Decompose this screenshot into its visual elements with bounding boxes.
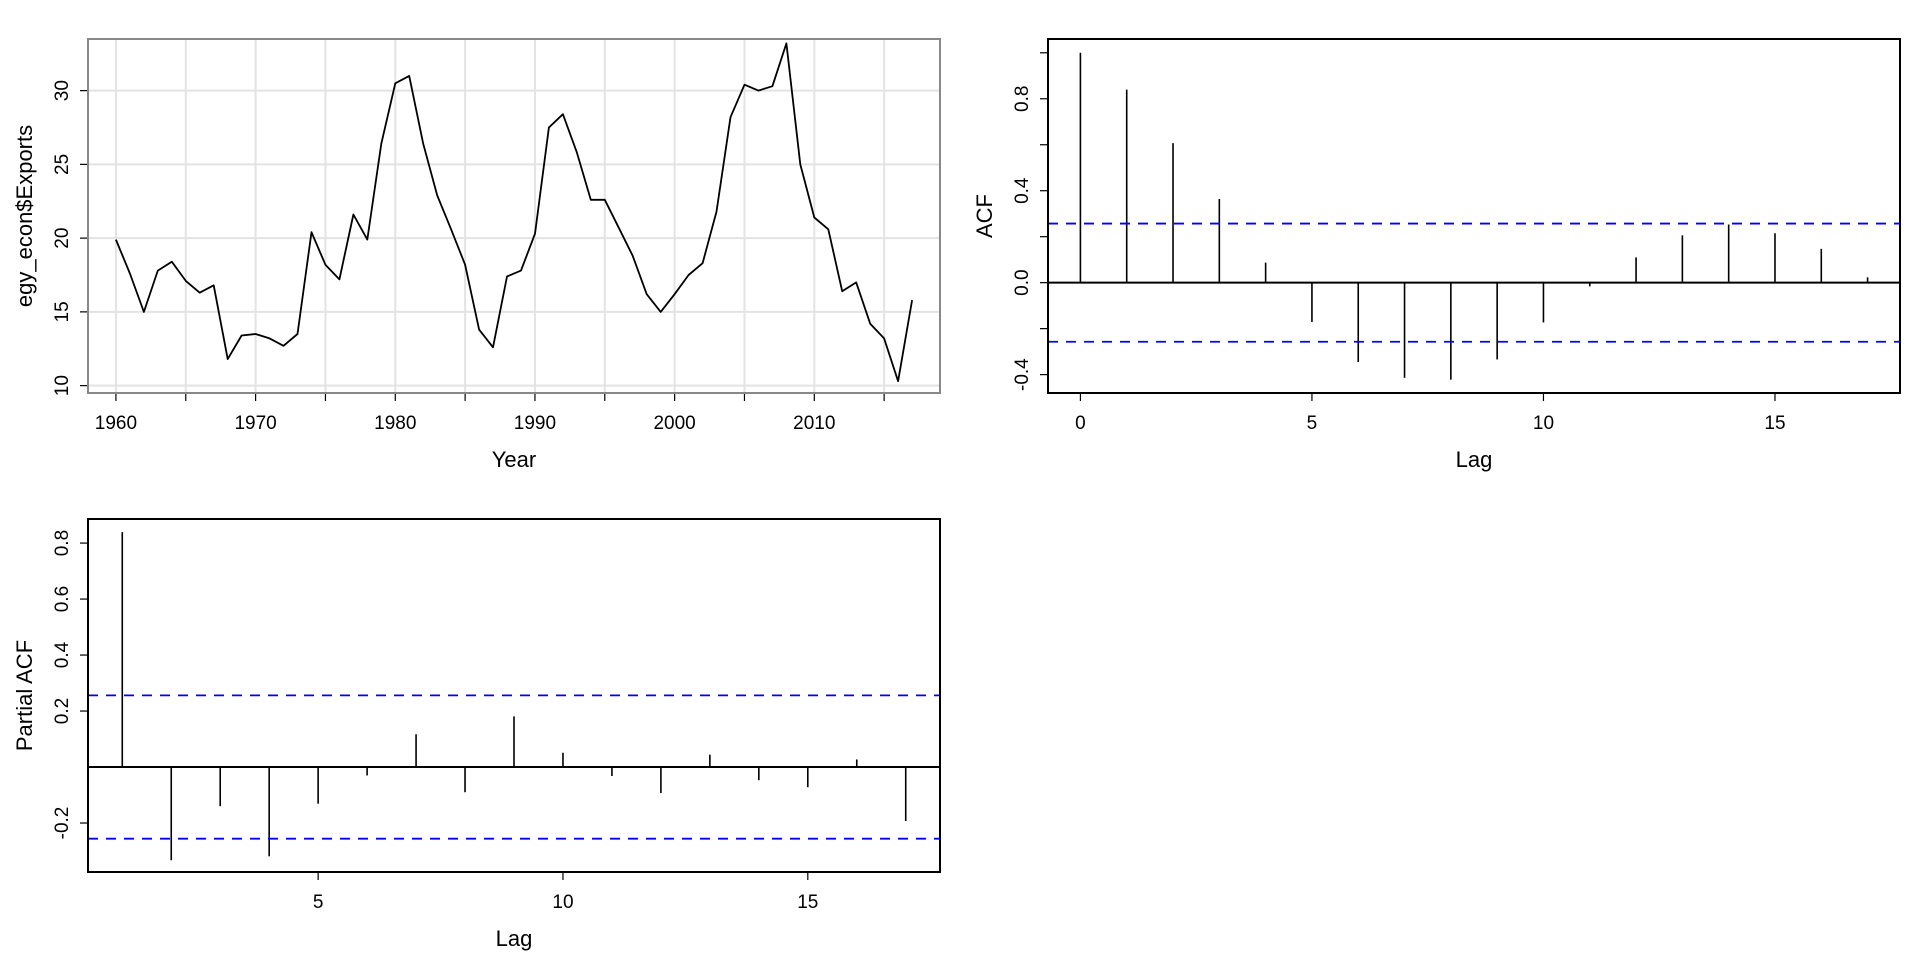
y-tick-label: 30 — [52, 80, 73, 101]
y-tick-label: -0.2 — [52, 807, 73, 840]
x-tick-label: 0 — [1075, 413, 1086, 434]
y-tick-label: 10 — [52, 375, 73, 396]
x-tick-label: 15 — [1764, 413, 1785, 434]
x-axis-label: Lag — [496, 926, 533, 951]
chart-panel-1: 1960 1970 1980 1990 2000 2010 Year 10 15 20 25 30 eg… — [12, 38, 941, 472]
x-tick-label: 1960 — [95, 413, 137, 434]
y-axis-label: egy_econ$Exports — [12, 125, 37, 307]
y-tick-label: 0.8 — [1012, 86, 1033, 112]
x-axis-label: Year — [492, 447, 536, 472]
x-tick-label: 1970 — [234, 413, 276, 434]
y-tick-label: -0.4 — [1012, 358, 1033, 391]
y-tick-label: 20 — [52, 228, 73, 249]
plot-frame — [1047, 38, 1901, 394]
x-tick-label: 10 — [1533, 413, 1554, 434]
x-tick-label: 10 — [552, 892, 573, 913]
x-tick-label: 1980 — [374, 413, 416, 434]
x-tick-label: 2000 — [653, 413, 695, 434]
y-tick-label: 25 — [52, 154, 73, 175]
y-tick-label: 0.8 — [52, 530, 73, 556]
y-axis-label: Partial ACF — [12, 640, 37, 751]
y-axis-label: ACF — [972, 194, 997, 238]
chart-panel-2: 0 5 10 15 Lag -0.4 0.0 0.4 0.8 ACF — [972, 38, 1901, 472]
y-tick-label: 0.0 — [1012, 269, 1033, 295]
x-tick-label: 5 — [313, 892, 324, 913]
x-axis-label: Lag — [1456, 447, 1493, 472]
x-tick-label: 1990 — [514, 413, 556, 434]
plot-frame — [87, 38, 941, 394]
y-tick-label: 15 — [52, 301, 73, 322]
x-tick-label: 2010 — [793, 413, 835, 434]
y-tick-label: 0.4 — [52, 641, 73, 668]
x-tick-label: 5 — [1307, 413, 1318, 434]
x-tick-label: 15 — [797, 892, 818, 913]
plot-frame — [87, 518, 941, 873]
series-line-exports — [115, 42, 913, 383]
y-tick-label: 0.4 — [1012, 177, 1033, 204]
y-tick-label: 0.2 — [52, 698, 73, 724]
y-tick-label: 0.6 — [52, 586, 73, 612]
chart-panel-3: 5 10 15 Lag -0.2 0.2 0.4 0.6 0.8 Partial ACF — [12, 518, 941, 951]
